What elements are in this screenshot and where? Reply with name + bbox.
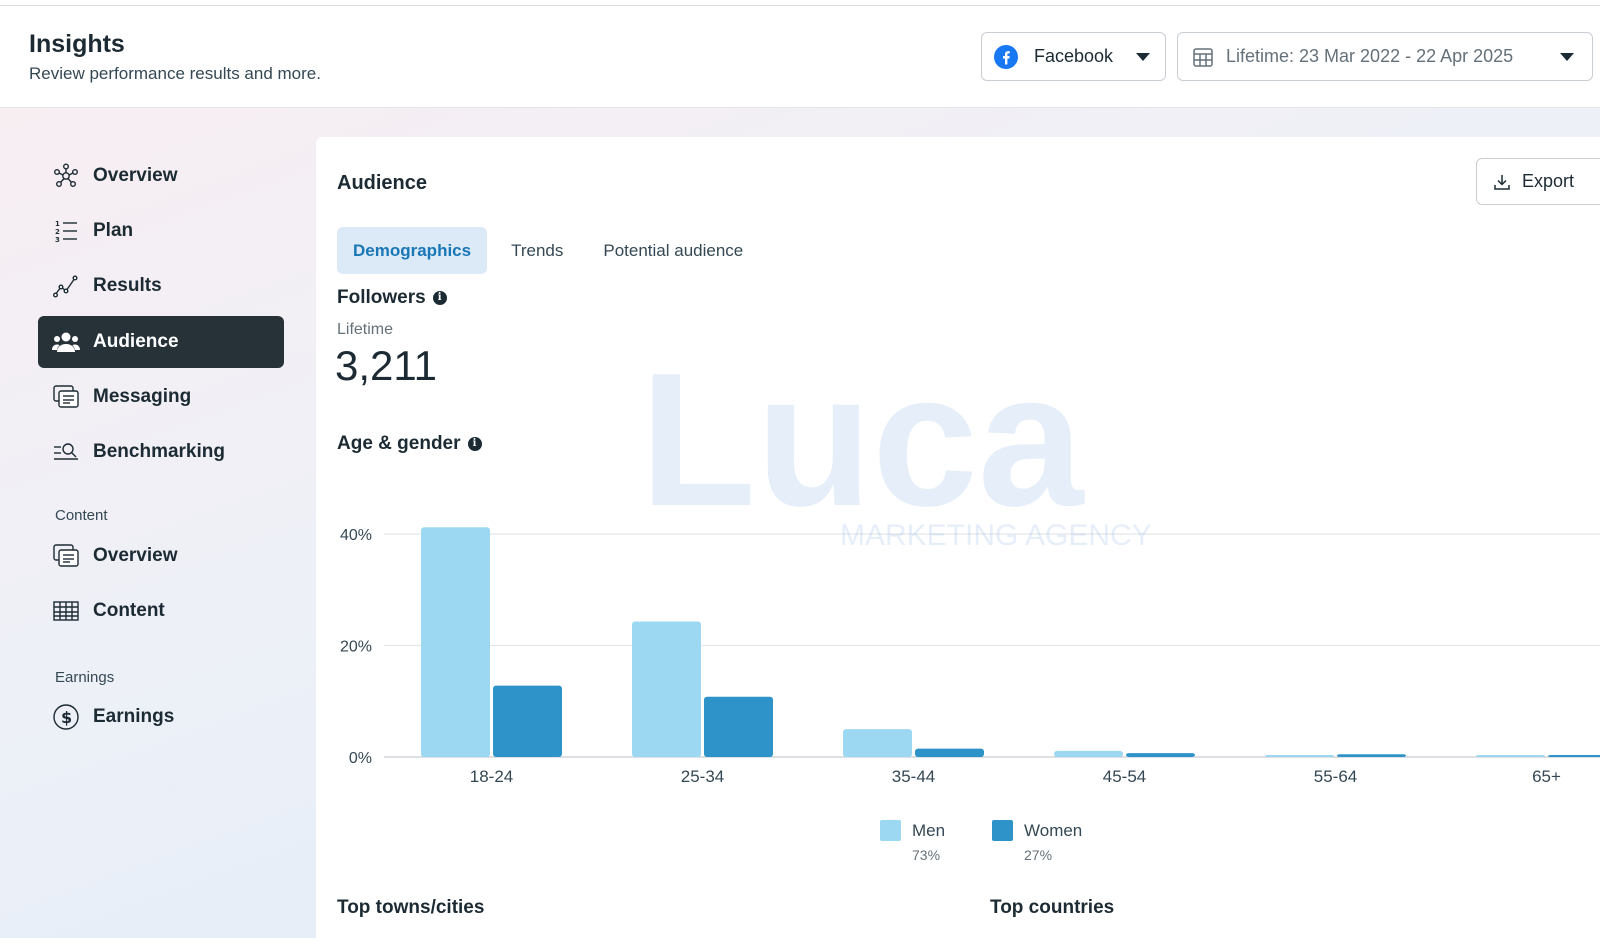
bar-women-18-24[interactable] — [493, 685, 562, 757]
legend-men: Men 73% — [880, 820, 945, 863]
sidebar-item-results[interactable]: Results — [38, 260, 284, 312]
sidebar-item-audience[interactable]: Audience — [38, 316, 284, 368]
bar-men-35-44[interactable] — [843, 729, 912, 757]
messages-icon — [52, 542, 80, 570]
sidebar-item-content[interactable]: Content — [38, 585, 284, 637]
legend-label-women: Women — [1024, 820, 1083, 840]
info-icon[interactable]: i — [467, 437, 482, 451]
x-tick-label: 35-44 — [892, 767, 935, 786]
sidebar-item-earnings[interactable]: $ Earnings — [38, 691, 284, 743]
facebook-icon — [994, 44, 1018, 69]
bar-men-18-24[interactable] — [421, 527, 490, 757]
export-button[interactable]: Export — [1476, 158, 1600, 205]
dollar-circle-icon: $ — [52, 703, 80, 731]
sidebar-item-overview[interactable]: Overview — [38, 150, 284, 202]
tab-demographics[interactable]: Demographics — [337, 227, 488, 274]
sidebar-section-earnings: Earnings — [55, 669, 115, 686]
bar-women-45-54[interactable] — [1126, 753, 1195, 757]
followers-heading: Followers i — [337, 287, 447, 309]
legend-women: Women 27% — [992, 820, 1082, 863]
magnifier-list-icon — [52, 438, 80, 466]
legend-swatch-women — [992, 820, 1013, 841]
page-header: Insights Review performance results and … — [0, 6, 1600, 108]
sidebar-section-content: Content — [55, 507, 108, 524]
age-gender-heading: Age & gender i — [337, 433, 482, 455]
followers-label: Followers — [337, 287, 426, 308]
bar-women-25-34[interactable] — [704, 696, 773, 757]
sidebar-item-content-overview[interactable]: Overview — [38, 530, 284, 582]
bar-women-55-64[interactable] — [1337, 754, 1406, 757]
sidebar-item-label: Overview — [93, 165, 178, 186]
top-border — [0, 5, 1600, 6]
sidebar-item-label: Benchmarking — [93, 441, 225, 462]
age-gender-chart: 40% 20% 0% 18-24 25-34 35-44 45-54 55-64 65+ — [340, 527, 1600, 786]
svg-text:1: 1 — [55, 220, 60, 228]
tab-trends[interactable]: Trends — [511, 240, 564, 260]
y-tick-label: 20% — [340, 639, 372, 656]
people-icon — [52, 328, 80, 356]
bar-men-55-64[interactable] — [1265, 755, 1334, 757]
svg-text:$: $ — [61, 708, 72, 727]
legend-swatch-men — [880, 820, 901, 841]
bar-men-65+[interactable] — [1476, 755, 1545, 757]
messages-icon — [52, 383, 80, 411]
platform-select[interactable]: Facebook — [981, 32, 1166, 81]
page-title: Insights — [29, 30, 125, 58]
x-tick-label: 45-54 — [1103, 767, 1146, 786]
platform-label: Facebook — [1034, 46, 1114, 66]
legend-pct-women: 27% — [1024, 847, 1053, 863]
sidebar-item-label: Results — [93, 275, 162, 296]
info-icon[interactable]: i — [432, 291, 447, 305]
trend-line-icon — [52, 272, 80, 300]
legend-label-men: Men — [912, 820, 946, 840]
audience-panel: Audience Export Demographics Trends Pote… — [316, 137, 1600, 938]
svg-text:2: 2 — [55, 228, 60, 236]
top-cities-heading: Top towns/cities — [337, 897, 485, 918]
x-tick-label: 18-24 — [470, 767, 513, 786]
sidebar-item-label: Messaging — [93, 386, 192, 407]
y-tick-label: 0% — [349, 750, 372, 767]
sidebar-item-benchmarking[interactable]: Benchmarking — [38, 426, 284, 478]
y-tick-label: 40% — [340, 527, 372, 544]
x-tick-label: 55-64 — [1314, 767, 1357, 786]
bar-men-45-54[interactable] — [1054, 750, 1123, 757]
sidebar-item-messaging[interactable]: Messaging — [38, 371, 284, 423]
sidebar-item-label: Content — [93, 600, 165, 621]
bar-men-25-34[interactable] — [632, 621, 701, 757]
download-icon — [1493, 173, 1511, 191]
panel-title: Audience — [337, 172, 428, 194]
sidebar-item-label: Audience — [93, 331, 179, 352]
top-countries-heading: Top countries — [990, 897, 1115, 918]
x-tick-label: 65+ — [1532, 767, 1561, 786]
page-subtitle: Review performance results and more. — [29, 64, 321, 83]
age-gender-label: Age & gender — [337, 433, 461, 454]
export-label: Export — [1522, 171, 1575, 191]
calendar-icon — [1192, 46, 1214, 68]
date-range-select[interactable]: Lifetime: 23 Mar 2022 - 22 Apr 2025 — [1177, 32, 1593, 81]
tab-potential-audience[interactable]: Potential audience — [603, 240, 744, 260]
followers-count: 3,211 — [335, 342, 437, 389]
caret-down-icon — [1136, 53, 1150, 61]
legend-pct-men: 73% — [912, 847, 941, 863]
sidebar-item-label: Plan — [93, 220, 134, 241]
network-icon — [52, 162, 80, 190]
audience-tabs: Demographics Trends Potential audience — [337, 227, 767, 274]
svg-text:3: 3 — [55, 236, 60, 244]
x-tick-label: 25-34 — [681, 767, 724, 786]
bar-women-35-44[interactable] — [915, 748, 984, 757]
sidebar-item-label: Overview — [93, 545, 178, 566]
sidebar-item-label: Earnings — [93, 706, 175, 727]
bar-women-65+[interactable] — [1548, 755, 1600, 757]
table-icon — [52, 597, 80, 625]
caret-down-icon — [1560, 53, 1574, 61]
date-range-label: Lifetime: 23 Mar 2022 - 22 Apr 2025 — [1226, 46, 1514, 66]
followers-period: Lifetime — [337, 321, 394, 338]
